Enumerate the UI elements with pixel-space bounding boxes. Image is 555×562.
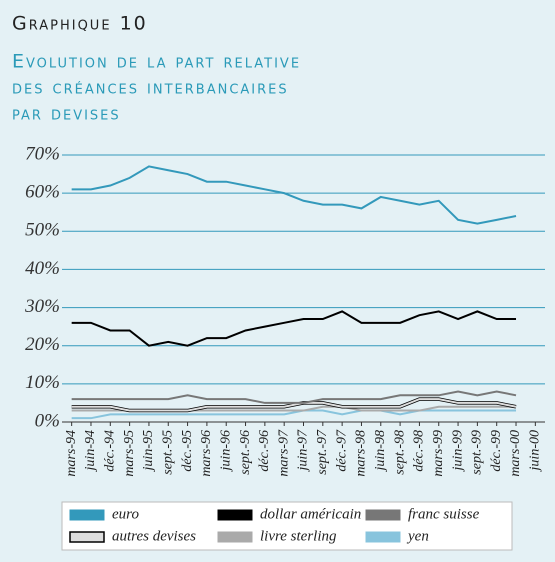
series-line bbox=[71, 310, 517, 347]
x-tick-label: sept.-97 bbox=[315, 429, 330, 475]
x-tick-label: déc.-99 bbox=[489, 430, 504, 472]
series-line bbox=[71, 398, 517, 412]
series-line bbox=[71, 390, 517, 404]
subtitle: Evolution de la part relative bbox=[12, 51, 301, 73]
legend-label: dollar américain bbox=[260, 506, 361, 522]
x-tick-label: mars-97 bbox=[276, 429, 291, 477]
x-tick-label: juin-98 bbox=[373, 430, 388, 472]
legend-swatch bbox=[217, 531, 253, 543]
legend-label: yen bbox=[406, 528, 429, 544]
legend-swatch bbox=[217, 509, 253, 521]
x-tick-label: déc.-95 bbox=[180, 430, 195, 472]
y-tick-label: 20% bbox=[25, 334, 60, 355]
x-tick-label: juin-95 bbox=[141, 430, 156, 472]
legend bbox=[61, 501, 513, 551]
x-tick-label: déc.-96 bbox=[257, 430, 272, 472]
legend-swatch bbox=[365, 509, 401, 521]
legend-swatch bbox=[365, 531, 401, 543]
legend-label: euro bbox=[112, 506, 139, 522]
x-tick-label: juin-96 bbox=[218, 430, 233, 472]
y-tick-label: 60% bbox=[25, 182, 60, 203]
x-tick-label: sept.-96 bbox=[238, 430, 253, 475]
y-tick-label: 0% bbox=[35, 410, 60, 431]
x-tick-label: juin-97 bbox=[296, 429, 311, 472]
x-tick-label: mars-99 bbox=[431, 430, 446, 477]
x-tick-label: déc.-98 bbox=[412, 430, 427, 472]
y-tick-label: 40% bbox=[25, 258, 60, 279]
x-tick-label: sept.-98 bbox=[392, 430, 407, 475]
legend-label: franc suisse bbox=[408, 506, 480, 522]
x-tick-label: mars-95 bbox=[122, 430, 137, 477]
x-tick-label: déc.-94 bbox=[103, 430, 118, 472]
x-tick-label: juin-94 bbox=[83, 430, 98, 472]
legend-label: autres devises bbox=[112, 528, 196, 544]
series-line bbox=[71, 409, 517, 420]
x-tick-label: juin-99 bbox=[450, 430, 465, 472]
chart-title: Graphique 10 bbox=[12, 13, 148, 35]
y-tick-label: 50% bbox=[25, 220, 60, 241]
x-tick-label: sept.-95 bbox=[160, 430, 175, 475]
x-tick-label: mars-98 bbox=[354, 430, 369, 477]
subtitle: par devises bbox=[12, 103, 121, 125]
y-tick-label: 30% bbox=[24, 296, 60, 317]
y-tick-label: 70% bbox=[25, 143, 60, 164]
x-tick-label: mars-96 bbox=[199, 430, 214, 477]
subtitle: des créances interbancaires bbox=[12, 77, 289, 99]
series-line bbox=[71, 165, 517, 225]
x-tick-label: juin-00 bbox=[528, 430, 543, 472]
legend-swatch bbox=[69, 509, 105, 521]
x-tick-label: mars-00 bbox=[508, 430, 523, 477]
legend-label: livre sterling bbox=[260, 528, 337, 544]
x-tick-label: mars-94 bbox=[64, 430, 79, 477]
x-tick-label: sept.-99 bbox=[470, 430, 485, 475]
x-tick-label: déc.-97 bbox=[334, 429, 349, 472]
y-tick-label: 10% bbox=[25, 372, 60, 393]
legend-swatch bbox=[69, 531, 105, 543]
